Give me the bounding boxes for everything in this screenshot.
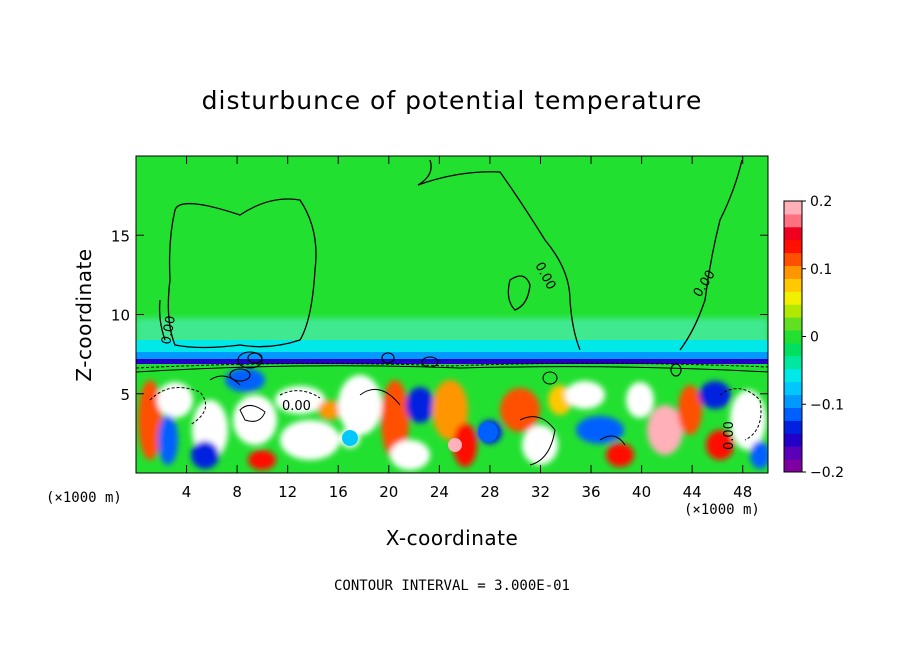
- x-tick-label: 4: [182, 483, 192, 501]
- heatmap-field: [136, 156, 768, 473]
- colorbar-tick-label: −0.2: [810, 465, 844, 481]
- x-tick-label: 20: [379, 483, 398, 501]
- colorbar-tick-label: 0.2: [810, 194, 832, 210]
- x-tick-label: 8: [232, 483, 242, 501]
- x-axis-label: X-coordinate: [385, 526, 519, 550]
- colorbar-swatch: [784, 446, 802, 460]
- colorbar-swatch: [784, 433, 802, 447]
- y-tick-label: 15: [111, 227, 130, 245]
- colorbar-swatch: [784, 330, 802, 344]
- y-tick-label: 10: [111, 307, 130, 325]
- colorbar-swatch: [784, 394, 802, 408]
- x-axis-unit: (×1000 m): [684, 502, 760, 518]
- colorbar-swatch: [784, 407, 802, 421]
- colorbar-swatch: [784, 201, 802, 215]
- x-tick-label: 40: [632, 483, 651, 501]
- colorbar-tick-label: −0.1: [810, 397, 844, 413]
- colorbar-swatch: [784, 213, 802, 228]
- colorbar-swatch: [784, 420, 802, 434]
- colorbar-swatch: [784, 226, 802, 241]
- colorbar-swatch: [784, 317, 802, 331]
- x-tick-label: 44: [683, 483, 702, 501]
- colorbar-swatch: [784, 278, 802, 292]
- x-tick-label: 28: [480, 483, 499, 501]
- contour-label: 0.00: [282, 399, 311, 414]
- y-axis: 5 10 15: [111, 227, 768, 404]
- x-tick-label: 32: [531, 483, 550, 501]
- colorbar-swatch: [784, 355, 802, 370]
- x-tick-label: 16: [329, 483, 348, 501]
- x-axis: 4 8 12 16 20 24 28 32 36 40 44 48: [182, 156, 752, 501]
- colorbar-swatch: [784, 368, 802, 383]
- chart-title: disturbunce of potential temperature: [201, 86, 703, 115]
- contour-label: 0.00: [159, 315, 179, 346]
- y-axis-label: Z-coordinate: [72, 248, 96, 382]
- colorbar-swatch: [784, 252, 802, 267]
- colorbar-tick-label: 0.1: [810, 262, 832, 278]
- colorbar-swatch: [784, 265, 802, 279]
- colorbar-tick-label: 0: [810, 330, 819, 346]
- y-axis-unit: (×1000 m): [46, 490, 122, 506]
- colorbar-swatch: [784, 342, 802, 357]
- contour-label: 0.00: [722, 421, 737, 450]
- y-tick-label: 5: [120, 386, 130, 404]
- colorbar-swatch: [784, 291, 802, 305]
- colorbar-swatch: [784, 239, 802, 254]
- colorbar-swatch: [784, 381, 802, 396]
- x-tick-label: 36: [581, 483, 600, 501]
- x-tick-label: 12: [278, 483, 297, 501]
- contour-interval-note: CONTOUR INTERVAL = 3.000E-01: [333, 578, 570, 594]
- x-tick-label: 48: [733, 483, 752, 501]
- colorbar-swatch: [784, 459, 802, 473]
- x-tick-label: 24: [430, 483, 449, 501]
- colorbar-swatch: [784, 304, 802, 318]
- colorbar: 0.2 0.1 0 −0.1 −0.2: [783, 194, 844, 481]
